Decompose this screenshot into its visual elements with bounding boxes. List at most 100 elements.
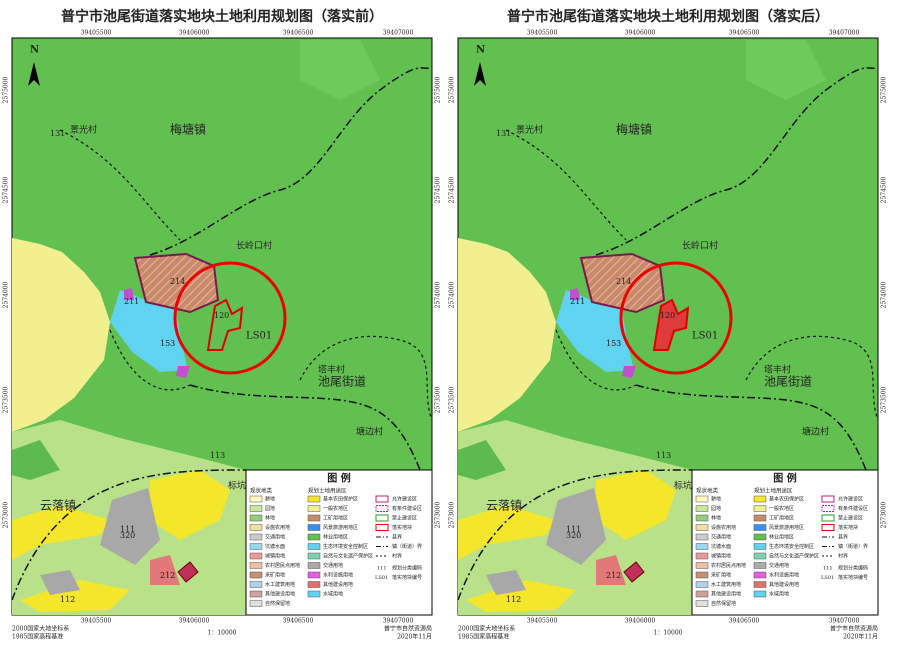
legend-swatch (753, 590, 767, 598)
legend-item: 水利设施用地 (769, 572, 799, 579)
legend-item: 落实地块 (392, 524, 412, 531)
town-boundary (457, 469, 693, 601)
x-coord: 39407000 (829, 30, 860, 37)
code-label: 120 (214, 311, 229, 320)
legend-swatch (249, 590, 263, 598)
legend-swatch (821, 524, 835, 531)
x-coord: 39405500 (81, 30, 112, 37)
construction (40, 570, 80, 595)
purple-zone (176, 366, 190, 378)
town-boundary (595, 67, 879, 256)
north-label: N (30, 45, 39, 56)
legend-item: 设施农用地 (265, 524, 290, 531)
legend-swatch (695, 505, 709, 512)
legend-item: 工矿用地区 (769, 515, 794, 522)
map-panel: 普宁市池尾街道落实地块土地利用规划图（落实前） LS01 梅塘镇 景光村长岭口村塔丰村… (3, 8, 442, 641)
legend-item: 允许建设区 (392, 496, 417, 503)
legend-swatch (249, 581, 263, 588)
legend-item: 设施农用地 (711, 524, 736, 531)
y-coord: 2574000 (449, 281, 456, 308)
legend-swatch (307, 552, 321, 560)
legend-swatch (821, 505, 835, 512)
legend-swatch (249, 495, 263, 503)
footer-text: 1：10000 (654, 630, 683, 637)
legend-item: 林地 (265, 515, 275, 522)
purple-zone (124, 288, 134, 300)
legend-item: 镇（街道）界 (392, 543, 422, 550)
y-coord: 2573500 (449, 386, 456, 413)
north-arrow (474, 62, 486, 86)
legend-swatch (695, 543, 709, 550)
legend-heading: 现状地类 (696, 487, 719, 495)
x-coord: 39407000 (383, 618, 414, 625)
y-coord: 2573000 (435, 501, 442, 528)
legend-swatch (249, 543, 263, 550)
place-label: 长岭口村 (236, 240, 272, 252)
legend-item: 园地 (711, 505, 721, 512)
legend-item: 风景旅游用地区 (323, 524, 358, 531)
legend-item: 水工建筑用地 (265, 581, 295, 588)
basic-farmland (150, 470, 230, 540)
legend-item: 工矿用地区 (323, 515, 348, 522)
legend-swatch (695, 590, 709, 598)
y-coord: 2574000 (435, 281, 442, 308)
code-label: 113 (210, 451, 225, 460)
basic-farmland (458, 505, 556, 560)
legend-swatch (375, 514, 389, 522)
footer-text: 2020年11月 (843, 633, 878, 641)
legend-swatch (249, 533, 263, 541)
legend-swatch (753, 533, 767, 541)
map-panel: 普宁市池尾街道落实地块土地利用规划图（落实后） LS01 梅塘镇 景光村长岭口村塔丰村… (449, 8, 888, 641)
legend-item: 其他建设用地 (323, 581, 353, 588)
place-label: 长岭口村 (682, 240, 718, 252)
legend-item: 禁止建设区 (392, 515, 417, 522)
legend-swatch (375, 495, 389, 503)
footer-text: 1985国家高程基准 (458, 633, 509, 641)
legend-item: 交通用地 (711, 534, 731, 541)
legend-swatch (695, 571, 709, 579)
legend-swatch (695, 524, 709, 531)
town-boundary (149, 67, 433, 256)
y-coord: 2573000 (881, 501, 888, 528)
code-label: 112 (506, 595, 521, 604)
legend (245, 469, 433, 616)
town-boundary (11, 469, 247, 601)
legend-item: 落实地块编号 (392, 574, 422, 581)
footer-text: 普宁市自然资源局 (384, 625, 432, 633)
legend-item: 自然与文化遗产保护区 (323, 553, 373, 560)
y-coord: 2575000 (3, 76, 10, 103)
footer-text: 2020年11月 (397, 633, 432, 641)
place-label: 塔丰村 (764, 364, 791, 376)
legend-swatch (695, 552, 709, 560)
x-coord: 39405500 (527, 618, 558, 625)
y-coord: 2574000 (3, 281, 10, 308)
y-coord: 2573500 (3, 386, 10, 413)
y-coord: 2573000 (3, 501, 10, 528)
construction (100, 488, 160, 565)
legend-item: 城镇用地 (711, 553, 731, 560)
legend-item: 基本农田保护区 (769, 496, 804, 503)
legend-swatch (753, 514, 767, 522)
legend-swatch (249, 571, 263, 579)
legend-swatch (695, 495, 709, 503)
legend-heading: 规划土地用途区 (308, 487, 347, 495)
code-label: 112 (60, 595, 75, 604)
legend-item: 林地 (711, 515, 721, 522)
legend-item: 基本农田保护区 (323, 496, 358, 503)
legend-item: 规划分类编码 (392, 565, 422, 572)
legend-swatch (307, 571, 321, 579)
legend-swatch (821, 514, 835, 522)
legend-item: 水利设施用地 (323, 572, 353, 579)
highlight-circle (173, 261, 287, 375)
construction (546, 488, 606, 565)
code-label: 153 (160, 339, 175, 348)
code-label: 113 (656, 451, 671, 460)
legend-swatch (753, 505, 767, 512)
legend-item: 允许建设区 (838, 496, 863, 503)
legend-item: 其他建设用地 (265, 591, 295, 598)
legend-swatch (307, 562, 321, 569)
code-label: 211 (570, 297, 585, 306)
town-boundary (635, 384, 867, 471)
y-coord: 2575000 (449, 76, 456, 103)
